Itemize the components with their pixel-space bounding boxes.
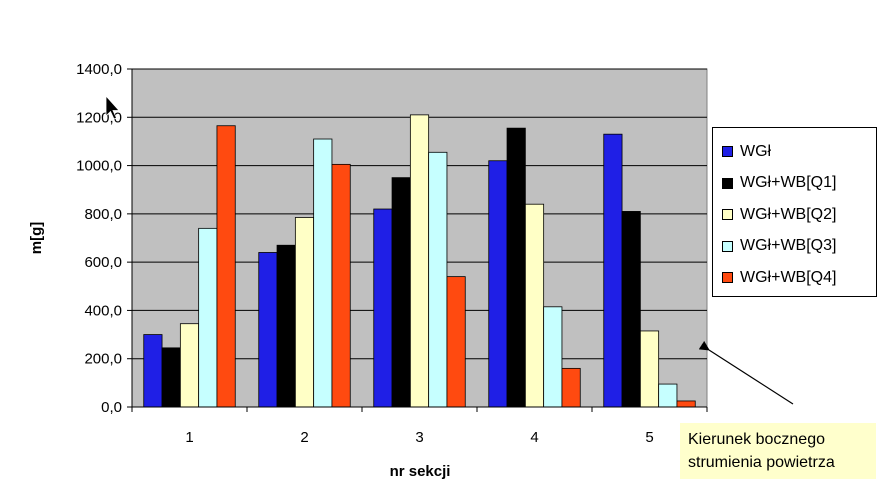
bar	[161, 347, 181, 408]
x-tick-label: 1	[185, 429, 193, 446]
bar	[331, 163, 351, 408]
x-tick-label: 4	[530, 429, 538, 446]
bar	[658, 383, 678, 408]
x-tick-label: 2	[300, 429, 308, 446]
bar	[294, 217, 315, 408]
bar	[409, 114, 430, 408]
legend-swatch	[722, 240, 733, 252]
bar	[446, 276, 466, 408]
annotation-box: Kierunek bocznego strumienia powietrza	[680, 423, 876, 479]
y-tick-label: 1000,0	[76, 158, 122, 175]
legend-swatch	[722, 272, 733, 284]
bars	[143, 114, 696, 408]
bar	[428, 151, 448, 408]
y-tick-label: 0,0	[101, 399, 122, 416]
bar	[603, 133, 623, 408]
legend-label: WGł	[740, 142, 772, 160]
bar	[258, 252, 278, 408]
bar	[276, 244, 296, 408]
bar	[313, 138, 333, 408]
bar	[676, 400, 696, 408]
bar	[198, 227, 218, 408]
legend-item: WGł+WB[Q1]	[722, 168, 876, 200]
annotation-line-1: Kierunek bocznego	[688, 431, 825, 448]
bar	[506, 127, 526, 408]
y-axis-title: m[g]	[28, 222, 45, 255]
bar	[143, 334, 163, 408]
annotation-arrow	[698, 340, 794, 405]
bar	[524, 203, 545, 408]
bar	[488, 160, 508, 408]
y-tick-label: 400,0	[84, 302, 122, 319]
x-tick-labels: 1 2 3 4 5	[185, 429, 653, 446]
x-axis-title: nr sekcji	[390, 463, 451, 480]
y-tick-label: 600,0	[84, 254, 122, 271]
bar	[391, 177, 411, 408]
axes	[127, 68, 708, 412]
mouse-cursor-icon	[105, 94, 120, 120]
y-tick-label: 800,0	[84, 206, 122, 223]
legend-label: WGł+WB[Q3]	[740, 237, 837, 255]
bar	[621, 211, 641, 408]
bar	[543, 306, 563, 408]
annotation-line-2: strumienia powietrza	[688, 454, 835, 471]
bar	[639, 330, 660, 408]
legend-swatch	[722, 177, 733, 189]
legend-item: WGł	[722, 136, 876, 168]
x-tick-label: 3	[415, 429, 423, 446]
legend-item: WGł+WB[Q4]	[722, 262, 876, 294]
bar	[373, 208, 393, 408]
legend-item: WGł+WB[Q3]	[722, 231, 876, 263]
y-tick-label: 1400,0	[76, 61, 122, 78]
legend-item: WGł+WB[Q2]	[722, 199, 876, 231]
bar	[179, 323, 200, 408]
bar	[561, 367, 581, 408]
legend-swatch	[722, 209, 733, 221]
y-tick-labels: 0,0 200,0 400,0 600,0 800,0 1000,0 1200,0 1400,…	[76, 61, 122, 416]
y-tick-label: 200,0	[84, 351, 122, 368]
legend-label: WGł+WB[Q4]	[740, 268, 837, 286]
legend-label: WGł+WB[Q2]	[740, 205, 837, 223]
legend: WGł WGł+WB[Q1] WGł+WB[Q2] WGł+WB[Q3] WGł…	[712, 127, 877, 297]
legend-label: WGł+WB[Q1]	[740, 174, 837, 192]
bar	[216, 125, 236, 408]
x-tick-label: 5	[645, 429, 653, 446]
y-tick-label: 1200,0	[76, 109, 122, 126]
legend-swatch	[722, 146, 733, 158]
